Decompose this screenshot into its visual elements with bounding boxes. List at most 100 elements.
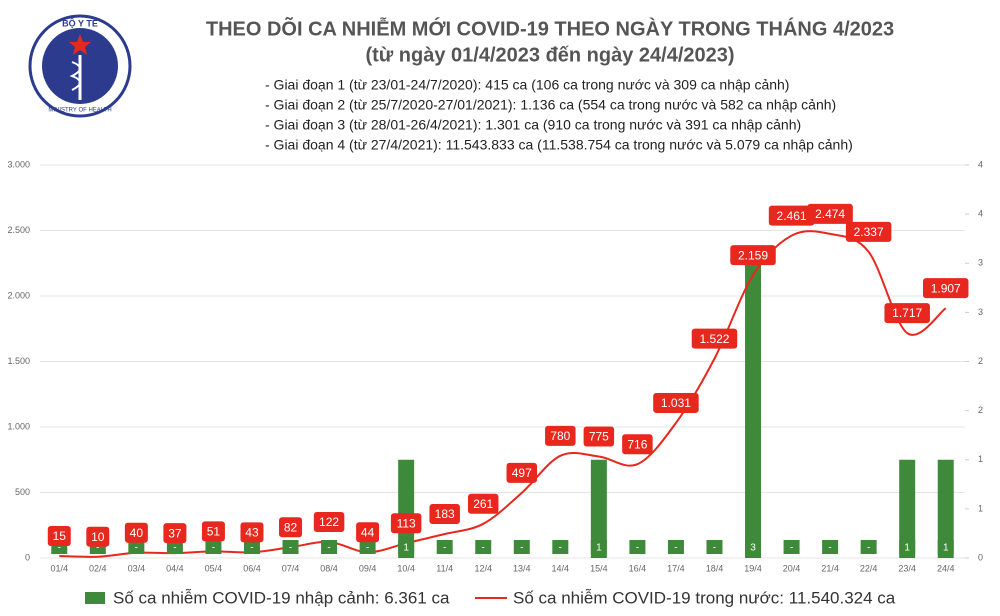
line-label-bg (884, 303, 930, 324)
y2-tick-label: 4 (978, 209, 983, 219)
line-label: 2.461 (777, 209, 807, 223)
line-label-bg (240, 522, 264, 543)
line-label: 51 (207, 524, 221, 538)
bar-label-bg (822, 540, 839, 554)
line-label-bg (845, 221, 892, 242)
bar-label-bg (629, 540, 646, 554)
bar-label: 1 (596, 543, 602, 554)
legend-label: Số ca nhiễm COVID-19 trong nước: 11.540.… (513, 588, 896, 607)
line-label: 43 (245, 526, 259, 540)
line-label-bg (622, 434, 653, 455)
bar-label: - (173, 543, 176, 554)
bar-label: 1 (904, 543, 910, 554)
line-label-bg (279, 517, 303, 538)
bar-label-bg (475, 540, 492, 554)
x-tick-label: 05/4 (205, 563, 223, 573)
line-label-bg (506, 462, 538, 483)
bar (937, 459, 954, 558)
bar-label-bg (552, 540, 569, 554)
line-label: 780 (550, 429, 570, 443)
bar-label: - (867, 543, 870, 554)
line-label: 113 (397, 516, 416, 530)
x-tick-label: 20/4 (783, 563, 801, 573)
line-label-bg (47, 526, 71, 547)
bar (398, 459, 415, 558)
y2-tick-label: 1 (978, 503, 983, 513)
line-label: 261 (473, 497, 493, 511)
line-label-bg (653, 392, 699, 413)
line-label: 82 (284, 520, 298, 534)
y-tick-label: 3.000 (7, 159, 30, 169)
line-label-bg (313, 512, 345, 533)
y2-tick-label: 2 (978, 405, 983, 415)
line-label-bg (467, 493, 499, 514)
x-tick-label: 04/4 (166, 563, 184, 573)
x-tick-label: 17/4 (667, 563, 685, 573)
line-label-bg (583, 426, 615, 447)
line-label: 1.907 (931, 281, 961, 295)
bar-label: 1 (403, 543, 409, 554)
bar-label-bg (860, 540, 877, 554)
line-label-bg (768, 205, 815, 226)
bar-label-bg (783, 540, 800, 554)
y2-tick-label: 3 (978, 258, 983, 268)
x-tick-label: 22/4 (860, 563, 878, 573)
bar-label: - (790, 543, 793, 554)
bar-label-bg (282, 540, 299, 554)
bar-label: - (713, 543, 716, 554)
bar-label-bg (745, 540, 762, 554)
bar-label: - (520, 543, 523, 554)
line-label-bg (356, 522, 380, 543)
bar (590, 459, 607, 558)
bar-label-bg (166, 540, 183, 554)
x-tick-label: 12/4 (474, 563, 492, 573)
x-tick-label: 13/4 (513, 563, 531, 573)
line-label: 1.522 (699, 332, 729, 346)
line-label: 716 (627, 437, 647, 451)
bar-label: - (250, 543, 253, 554)
logo-top: BỘ Y TẾ (62, 17, 98, 28)
line-label-bg (922, 278, 969, 299)
y-tick-label: 500 (15, 487, 30, 497)
line-label: 2.337 (854, 225, 884, 239)
y2-tick-label: 0 (978, 552, 983, 562)
note: - Giai đoạn 4 (từ 27/4/2021): 11.543.833… (265, 137, 853, 153)
x-tick-label: 23/4 (898, 563, 916, 573)
line-label-bg (807, 203, 853, 224)
x-tick-label: 11/4 (436, 563, 453, 573)
y2-tick-label: 4 (978, 159, 983, 169)
line-label: 1.031 (661, 396, 691, 410)
line-label: 1.717 (892, 306, 922, 320)
logo-star (69, 34, 91, 55)
bar-label-bg (243, 540, 260, 554)
line-label: 497 (512, 466, 532, 480)
x-tick-label: 16/4 (629, 563, 647, 573)
bar-label-bg (937, 540, 954, 554)
x-tick-label: 07/4 (282, 563, 300, 573)
chart-title: THEO DÕI CA NHIỄM MỚI COVID-19 THEO NGÀY… (206, 16, 894, 40)
line-label: 183 (435, 507, 455, 521)
logo: BỘ Y TẾ MINISTRY OF HEALTH (28, 14, 132, 118)
bar-label: - (443, 543, 446, 554)
y-tick-label: 1.000 (7, 421, 30, 431)
bar-label-bg (359, 540, 376, 554)
line-label-bg (691, 328, 738, 349)
line-label: 2.474 (815, 207, 845, 221)
bar-label-bg (128, 540, 145, 554)
bar-label: - (636, 543, 639, 554)
x-tick-label: 24/4 (937, 563, 955, 573)
bar-label: - (366, 543, 369, 554)
line-label-bg (429, 504, 460, 525)
y-tick-label: 1.500 (7, 356, 30, 366)
bar-label: 3 (750, 543, 756, 554)
x-tick-label: 10/4 (397, 563, 415, 573)
x-tick-label: 01/4 (51, 563, 69, 573)
line-label-bg (545, 425, 576, 446)
line-label: 44 (361, 525, 375, 539)
x-tick-label: 06/4 (243, 563, 261, 573)
bar-label: - (674, 543, 677, 554)
line-label-bg (201, 521, 225, 542)
line-label-bg (390, 513, 422, 534)
legend-swatch (85, 592, 105, 604)
line-label: 122 (319, 515, 339, 529)
